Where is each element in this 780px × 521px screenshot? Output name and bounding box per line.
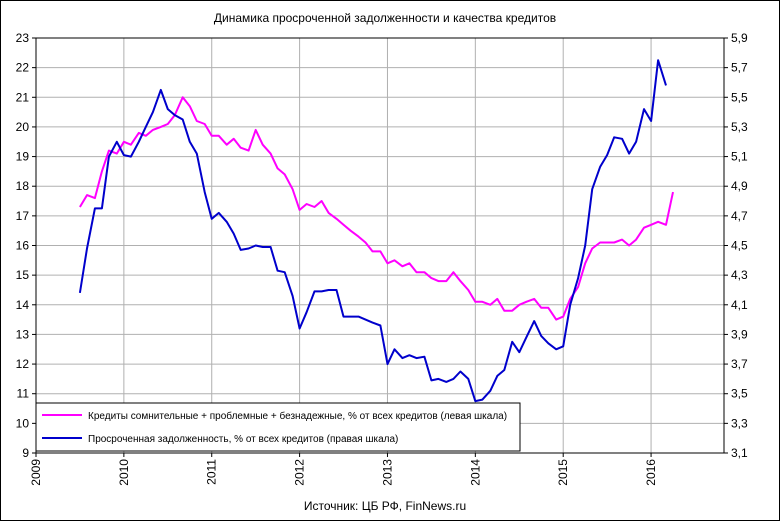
left-tick-label: 13 — [16, 327, 30, 341]
left-tick-label: 12 — [16, 357, 30, 371]
left-tick-label: 15 — [16, 268, 30, 282]
x-tick-label: 2015 — [556, 459, 570, 486]
left-tick-label: 14 — [16, 298, 30, 312]
right-tick-label: 4,1 — [731, 298, 748, 312]
left-tick-label: 21 — [16, 90, 30, 104]
right-tick-label: 4,9 — [731, 179, 748, 193]
left-tick-label: 18 — [16, 179, 30, 193]
right-tick-label: 3,1 — [731, 446, 748, 460]
right-tick-label: 5,9 — [731, 31, 748, 45]
left-tick-label: 19 — [16, 150, 30, 164]
right-tick-label: 4,7 — [731, 209, 748, 223]
right-axis: 3,1 3,3 3,5 3,7 3,9 4,1 4,3 4,5 4,7 4,9 5,1 5,3 5,5 5… — [724, 31, 748, 460]
legend-label-npl: Кредиты сомнительные + проблемные + безн… — [88, 410, 507, 422]
x-tick-label: 2011 — [205, 459, 219, 485]
series-line-overdue — [78, 59, 667, 403]
left-tick-label: 20 — [16, 120, 30, 134]
right-tick-label: 3,3 — [731, 416, 748, 430]
right-tick-label: 4,5 — [731, 239, 748, 253]
right-tick-label: 5,1 — [731, 150, 748, 164]
right-tick-label: 4,3 — [731, 268, 748, 282]
right-tick-label: 5,7 — [731, 61, 748, 75]
chart-title: Динамика просроченной задолженности и ка… — [214, 11, 556, 25]
x-tick-label: 2013 — [380, 459, 394, 486]
x-tick-label: 2009 — [29, 459, 43, 486]
series-layer — [78, 59, 674, 403]
left-tick-label: 17 — [16, 209, 30, 223]
x-tick-label: 2016 — [644, 459, 658, 486]
left-tick-label: 22 — [16, 61, 30, 75]
right-tick-label: 3,7 — [731, 357, 748, 371]
left-axis: 9 10 11 12 13 14 15 16 17 18 19 20 21 22 23 — [16, 31, 36, 460]
right-tick-label: 3,5 — [731, 387, 748, 401]
left-tick-label: 10 — [16, 416, 30, 430]
legend-label-overdue: Просроченная задолженность, % от всех кр… — [88, 434, 398, 445]
legend: Кредиты сомнительные + проблемные + безн… — [35, 402, 521, 452]
x-tick-label: 2014 — [468, 459, 482, 486]
left-tick-label: 23 — [16, 31, 30, 45]
x-axis: 2009 2010 2011 2012 2013 2014 2015 2016 — [29, 453, 658, 486]
left-tick-label: 11 — [17, 387, 30, 401]
source-note: Источник: ЦБ РФ, FinNews.ru — [304, 499, 466, 513]
left-tick-label: 9 — [22, 446, 29, 460]
right-tick-label: 5,5 — [731, 90, 748, 104]
left-tick-label: 16 — [16, 239, 30, 253]
x-tick-label: 2010 — [117, 459, 131, 486]
right-tick-label: 3,9 — [731, 327, 748, 341]
x-tick-label: 2012 — [293, 459, 307, 486]
right-tick-label: 5,3 — [731, 120, 748, 134]
legend-box — [35, 402, 521, 452]
